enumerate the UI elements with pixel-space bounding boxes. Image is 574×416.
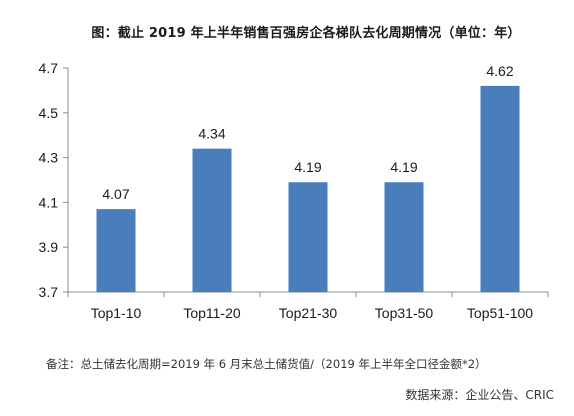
y-tick-label: 3.7 <box>39 284 59 300</box>
x-category-label: Top11-20 <box>183 305 241 321</box>
y-tick-label: 4.5 <box>39 105 59 121</box>
y-tick-label: 4.1 <box>39 194 59 210</box>
chart-labels: 4.07 Top1-10 4.34 Top11-20 4.19 Top21-30 4.19 T… <box>91 63 534 321</box>
chart-bars <box>96 85 520 292</box>
chart-axes: 3.7 3.9 4.1 4.3 4.5 4.7 <box>39 60 549 300</box>
data-label: 4.07 <box>102 186 129 202</box>
bar-top21-30 <box>288 182 328 292</box>
data-label: 4.62 <box>486 63 513 79</box>
data-source: 数据来源：企业公告、CRIC <box>405 388 554 402</box>
data-label: 4.34 <box>198 126 225 142</box>
data-label: 4.19 <box>390 159 417 175</box>
bar-top51-100 <box>480 85 520 292</box>
bar-top31-50 <box>384 182 424 292</box>
data-label: 4.19 <box>294 159 321 175</box>
chart-title: 图：截止 2019 年上半年销售百强房企各梯队去化周期情况（单位：年） <box>91 26 521 41</box>
y-tick-label: 4.7 <box>39 60 59 76</box>
y-tick-label: 4.3 <box>39 150 59 166</box>
bar-top1-10 <box>96 209 136 292</box>
x-category-label: Top51-100 <box>467 305 533 321</box>
y-tick-label: 3.9 <box>39 239 59 255</box>
x-category-label: Top1-10 <box>91 305 142 321</box>
x-category-label: Top31-50 <box>375 305 434 321</box>
footnote: 备注：总土储去化周期=2019 年 6 月末总土储货值/（2019 年上半年全口… <box>46 357 487 371</box>
x-category-label: Top21-30 <box>279 305 338 321</box>
bar-top11-20 <box>192 148 232 292</box>
